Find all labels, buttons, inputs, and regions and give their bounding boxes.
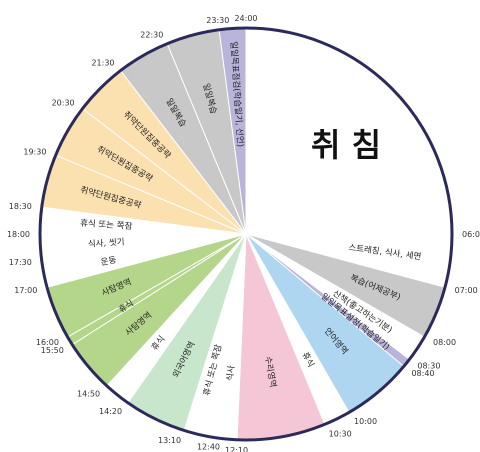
segment-label: 휴식 또는 쪽잠	[80, 218, 133, 232]
segment-label: 식사	[225, 365, 237, 382]
time-tick-label: 23:30	[206, 16, 229, 25]
time-tick-label: 20:30	[52, 99, 75, 108]
time-tick-label: 18:00	[7, 230, 30, 239]
sleep-title: 취 침	[311, 126, 381, 164]
time-tick-label: 21:30	[91, 59, 114, 68]
time-tick-label: 10:30	[329, 430, 352, 439]
time-tick-label: 12:10	[225, 446, 248, 452]
segment-label: 운동	[100, 255, 117, 268]
time-tick-label: 13:10	[158, 436, 181, 445]
pie-rim	[38, 26, 454, 442]
time-tick-label: 06:00	[462, 230, 480, 239]
time-tick-label: 24:00	[234, 14, 257, 23]
segment-label: 수리영역	[262, 356, 278, 389]
segment-label: 식사, 씻기	[88, 237, 125, 249]
time-tick-label: 07:00	[455, 286, 478, 295]
time-tick-label: 17:30	[9, 258, 32, 267]
time-tick-label: 15:50	[41, 346, 64, 355]
time-tick-label: 08:30	[417, 361, 440, 370]
time-tick-label: 14:20	[99, 407, 122, 416]
time-tick-label: 14:50	[77, 389, 100, 398]
time-tick-label: 12:40	[197, 443, 220, 452]
time-tick-label: 18:30	[9, 202, 32, 211]
time-tick-label: 19:30	[23, 147, 46, 156]
time-tick-label: 08:40	[411, 369, 434, 378]
time-tick-label: 17:00	[14, 286, 37, 295]
pie-slices	[39, 27, 453, 441]
time-tick-label: 10:00	[354, 417, 377, 426]
time-tick-label: 08:00	[433, 338, 456, 347]
time-tick-label: 16:00	[36, 338, 59, 347]
time-tick-label: 22:30	[140, 30, 163, 39]
